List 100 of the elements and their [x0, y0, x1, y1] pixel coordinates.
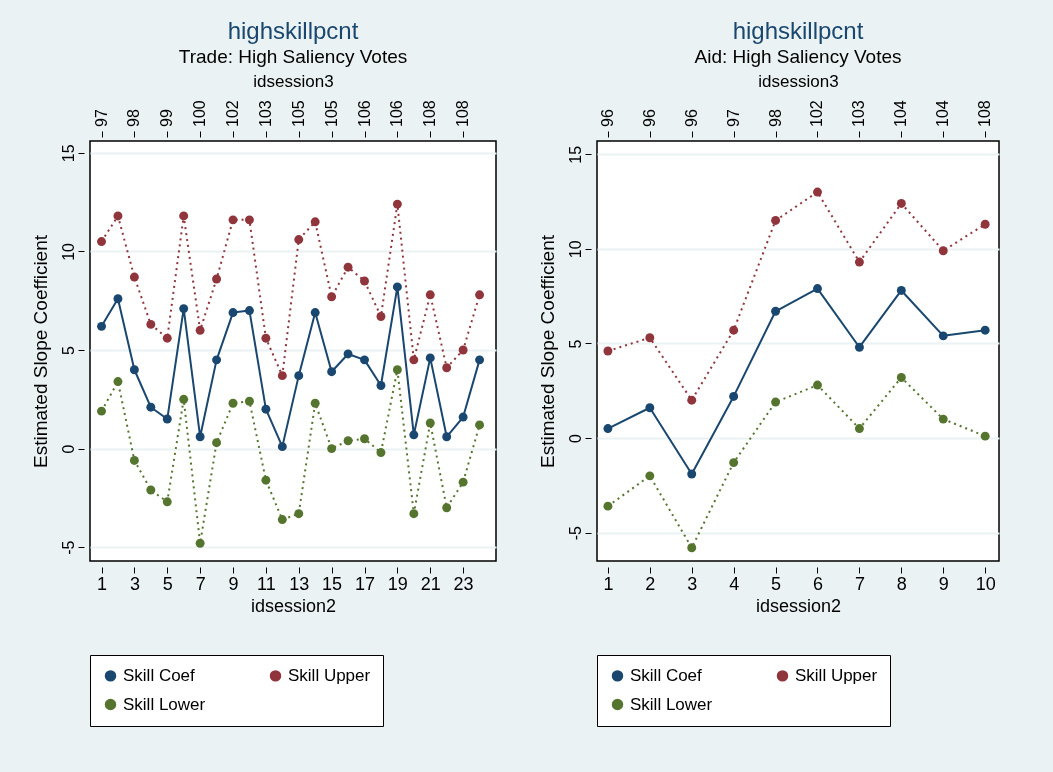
point — [409, 509, 419, 519]
x-tick-label: 23 — [453, 573, 474, 594]
point — [113, 294, 123, 304]
point — [146, 485, 156, 495]
point — [343, 262, 353, 272]
point — [376, 312, 386, 321]
chart-title: highskillpcnt — [732, 16, 864, 44]
point — [729, 458, 739, 468]
x-tick-label: 1 — [603, 573, 614, 594]
x-tick-label: 6 — [812, 573, 823, 594]
point — [813, 380, 822, 390]
x-tick-label: 10 — [975, 573, 996, 594]
point — [97, 406, 106, 416]
y-tick-label: 5 — [59, 345, 77, 355]
x2-axis-title: idsession3 — [253, 72, 334, 91]
point — [360, 276, 369, 286]
annotation: 106 — [355, 100, 373, 127]
x-tick-label: 1 — [97, 573, 108, 594]
chart-subtitle: Trade: High Saliency Votes — [178, 45, 408, 67]
point — [261, 404, 271, 414]
point — [310, 308, 320, 318]
point — [771, 397, 781, 407]
point — [425, 290, 435, 300]
point — [938, 414, 948, 424]
legend-label: Skill Lower — [123, 694, 206, 714]
point — [228, 308, 238, 318]
point — [294, 509, 304, 519]
point — [146, 402, 156, 412]
point — [687, 469, 697, 479]
point — [360, 434, 369, 444]
point — [458, 345, 468, 355]
annotation: 108 — [421, 100, 439, 127]
point — [645, 333, 655, 343]
point — [146, 319, 156, 329]
point — [980, 325, 990, 335]
x-tick-label: 5 — [162, 573, 173, 594]
point — [294, 235, 304, 245]
y-tick-label: 15 — [59, 144, 77, 163]
point — [813, 187, 822, 197]
point — [392, 365, 402, 375]
y-tick-label: 5 — [566, 339, 584, 349]
y-tick-label: 15 — [566, 145, 584, 164]
point — [729, 391, 739, 401]
point — [409, 355, 419, 365]
x2-axis-title: idsession3 — [758, 72, 839, 91]
y-tick-label: -5 — [566, 525, 584, 541]
x-tick-label: 11 — [257, 573, 276, 594]
x-axis-title: idsession2 — [755, 595, 842, 616]
point — [854, 342, 864, 352]
annotation: 97 — [92, 109, 110, 127]
point — [277, 442, 287, 452]
point — [129, 272, 139, 282]
point — [113, 377, 123, 387]
x-tick-label: 19 — [387, 573, 408, 594]
y-tick-label: 10 — [59, 242, 77, 261]
point — [603, 501, 613, 511]
point — [603, 346, 613, 356]
point — [980, 431, 990, 441]
point — [179, 304, 189, 314]
annotation: 98 — [125, 109, 143, 127]
y-tick-label: 0 — [566, 433, 584, 443]
annotation: 104 — [934, 100, 952, 127]
point — [162, 497, 172, 507]
x-tick-label: 9 — [938, 573, 949, 594]
annotation: 108 — [454, 100, 472, 127]
annotation: 100 — [191, 100, 209, 127]
point — [277, 371, 287, 381]
y-axis-title: Estimated Slope Coefficient — [29, 234, 51, 469]
x-tick-label: 17 — [354, 573, 376, 594]
point — [896, 373, 906, 382]
x-axis-title: idsession2 — [250, 595, 337, 616]
point — [813, 284, 822, 294]
point — [129, 455, 139, 465]
y-tick-label: 10 — [566, 240, 584, 259]
annotation: 102 — [808, 100, 826, 127]
point — [896, 198, 906, 208]
point — [277, 515, 287, 525]
point — [425, 353, 435, 363]
point — [343, 349, 353, 359]
point — [392, 199, 402, 209]
legend-label: Skill Lower — [630, 694, 713, 714]
annotation: 103 — [850, 100, 868, 127]
annotation: 105 — [322, 100, 340, 127]
annotation: 104 — [892, 100, 910, 127]
x-tick-label: 5 — [771, 573, 782, 594]
point — [327, 444, 337, 454]
y-tick-label: -5 — [59, 540, 77, 555]
legend-label: Skill Coef — [630, 665, 703, 685]
x-tick-label: 3 — [687, 573, 698, 594]
point — [687, 395, 697, 405]
point — [244, 306, 254, 316]
point — [129, 365, 139, 375]
x-tick-label: 4 — [729, 573, 740, 594]
point — [327, 292, 337, 302]
point — [179, 394, 189, 404]
x-tick-label: 15 — [322, 573, 343, 594]
point — [195, 325, 205, 335]
x-tick-label: 9 — [228, 573, 239, 594]
point — [310, 398, 320, 408]
annotation: 99 — [158, 109, 176, 127]
